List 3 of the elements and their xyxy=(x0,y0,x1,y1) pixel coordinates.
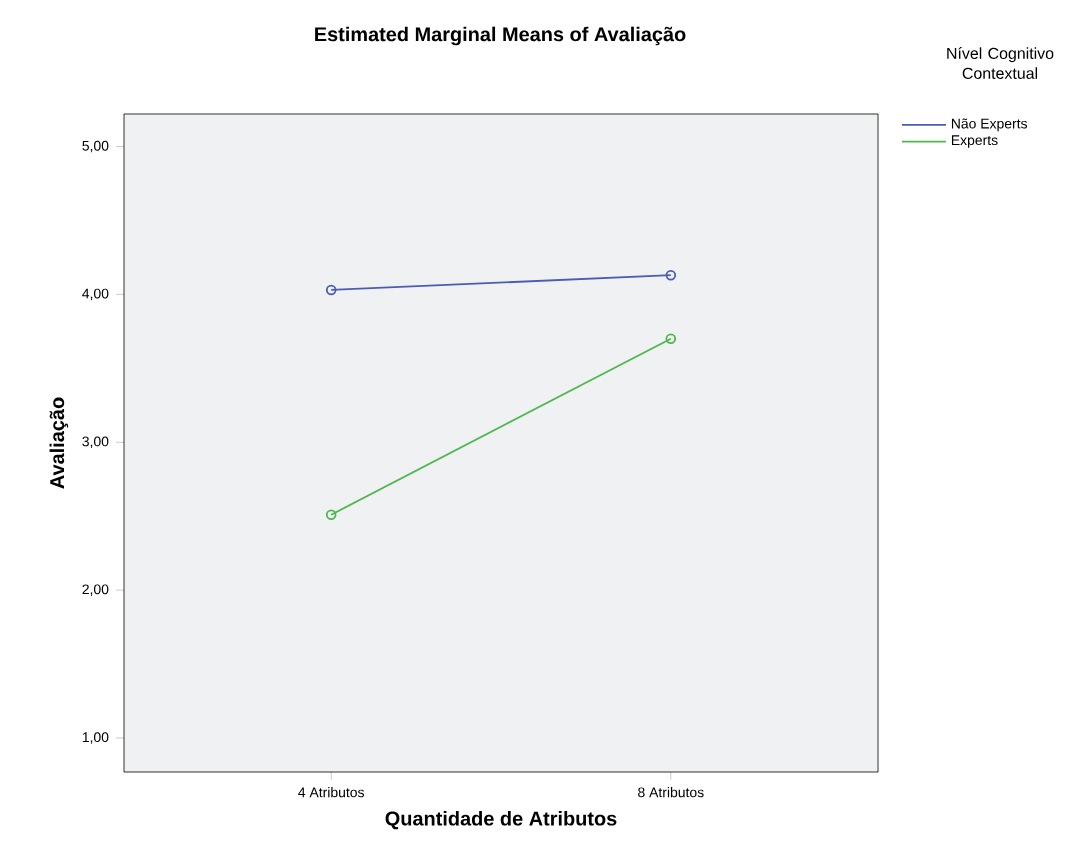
chart-title: Estimated Marginal Means of Avaliação xyxy=(315,26,686,46)
y-axis-title: Avaliação xyxy=(49,397,69,489)
x-axis-title: Quantidade de Atributos xyxy=(385,810,617,830)
